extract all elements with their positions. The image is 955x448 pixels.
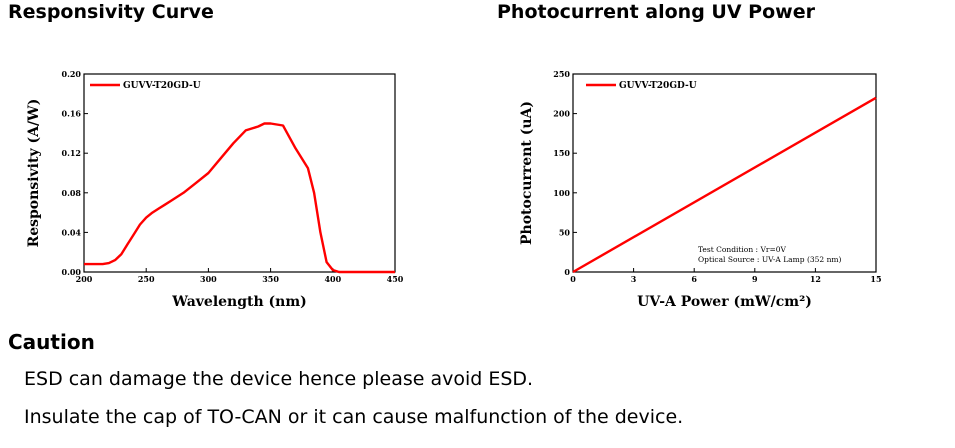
y-tick-label: 0 — [564, 267, 570, 277]
caution-line-esd: ESD can damage the device hence please a… — [24, 368, 534, 390]
x-tick-label: 350 — [262, 274, 279, 284]
y-tick-label: 200 — [553, 109, 570, 119]
y-tick-label: 0.04 — [62, 227, 82, 237]
x-tick-label: 15 — [870, 274, 881, 284]
y-tick-label: 0.20 — [62, 69, 82, 79]
x-tick-label: 12 — [810, 274, 821, 284]
y-tick-label: 250 — [553, 69, 570, 79]
y-axis-label: Photocurrent (uA) — [519, 101, 535, 245]
legend-label: GUVV-T20GD-U — [619, 81, 697, 91]
y-tick-label: 100 — [553, 188, 570, 198]
annotation-text: Optical Source : UV-A Lamp (352 nm) — [698, 255, 842, 264]
photocurrent-chart-title: Photocurrent along UV Power — [497, 1, 815, 23]
x-tick-label: 3 — [631, 274, 637, 284]
responsivity-chart-title: Responsivity Curve — [8, 1, 214, 23]
series-line-0 — [84, 122, 395, 274]
y-tick-label: 0.00 — [62, 267, 82, 277]
caution-title: Caution — [8, 330, 95, 354]
x-tick-label: 300 — [200, 274, 217, 284]
series-line-0 — [572, 96, 877, 274]
x-tick-label: 6 — [691, 274, 697, 284]
x-tick-label: 9 — [752, 274, 758, 284]
x-axis-label: UV-A Power (mW/cm²) — [637, 294, 812, 310]
y-tick-label: 0.12 — [62, 148, 81, 158]
plot-frame — [572, 73, 877, 273]
annotation-text: Test Condition : Vr=0V — [698, 245, 787, 254]
x-tick-label: 450 — [387, 274, 404, 284]
x-tick-label: 400 — [324, 274, 341, 284]
y-tick-label: 150 — [553, 148, 570, 158]
x-tick-label: 0 — [570, 274, 576, 284]
y-axis-label: Responsivity (A/W) — [26, 99, 42, 248]
caution-line-insulate: Insulate the cap of TO-CAN or it can cau… — [24, 406, 684, 428]
plot-frame — [83, 73, 396, 273]
y-tick-label: 50 — [559, 227, 571, 237]
y-tick-label: 0.16 — [62, 109, 82, 119]
x-tick-label: 200 — [76, 274, 93, 284]
legend-label: GUVV-T20GD-U — [123, 81, 201, 91]
x-tick-label: 250 — [138, 274, 155, 284]
y-tick-label: 0.08 — [62, 188, 82, 198]
x-axis-label: Wavelength (nm) — [171, 294, 307, 310]
